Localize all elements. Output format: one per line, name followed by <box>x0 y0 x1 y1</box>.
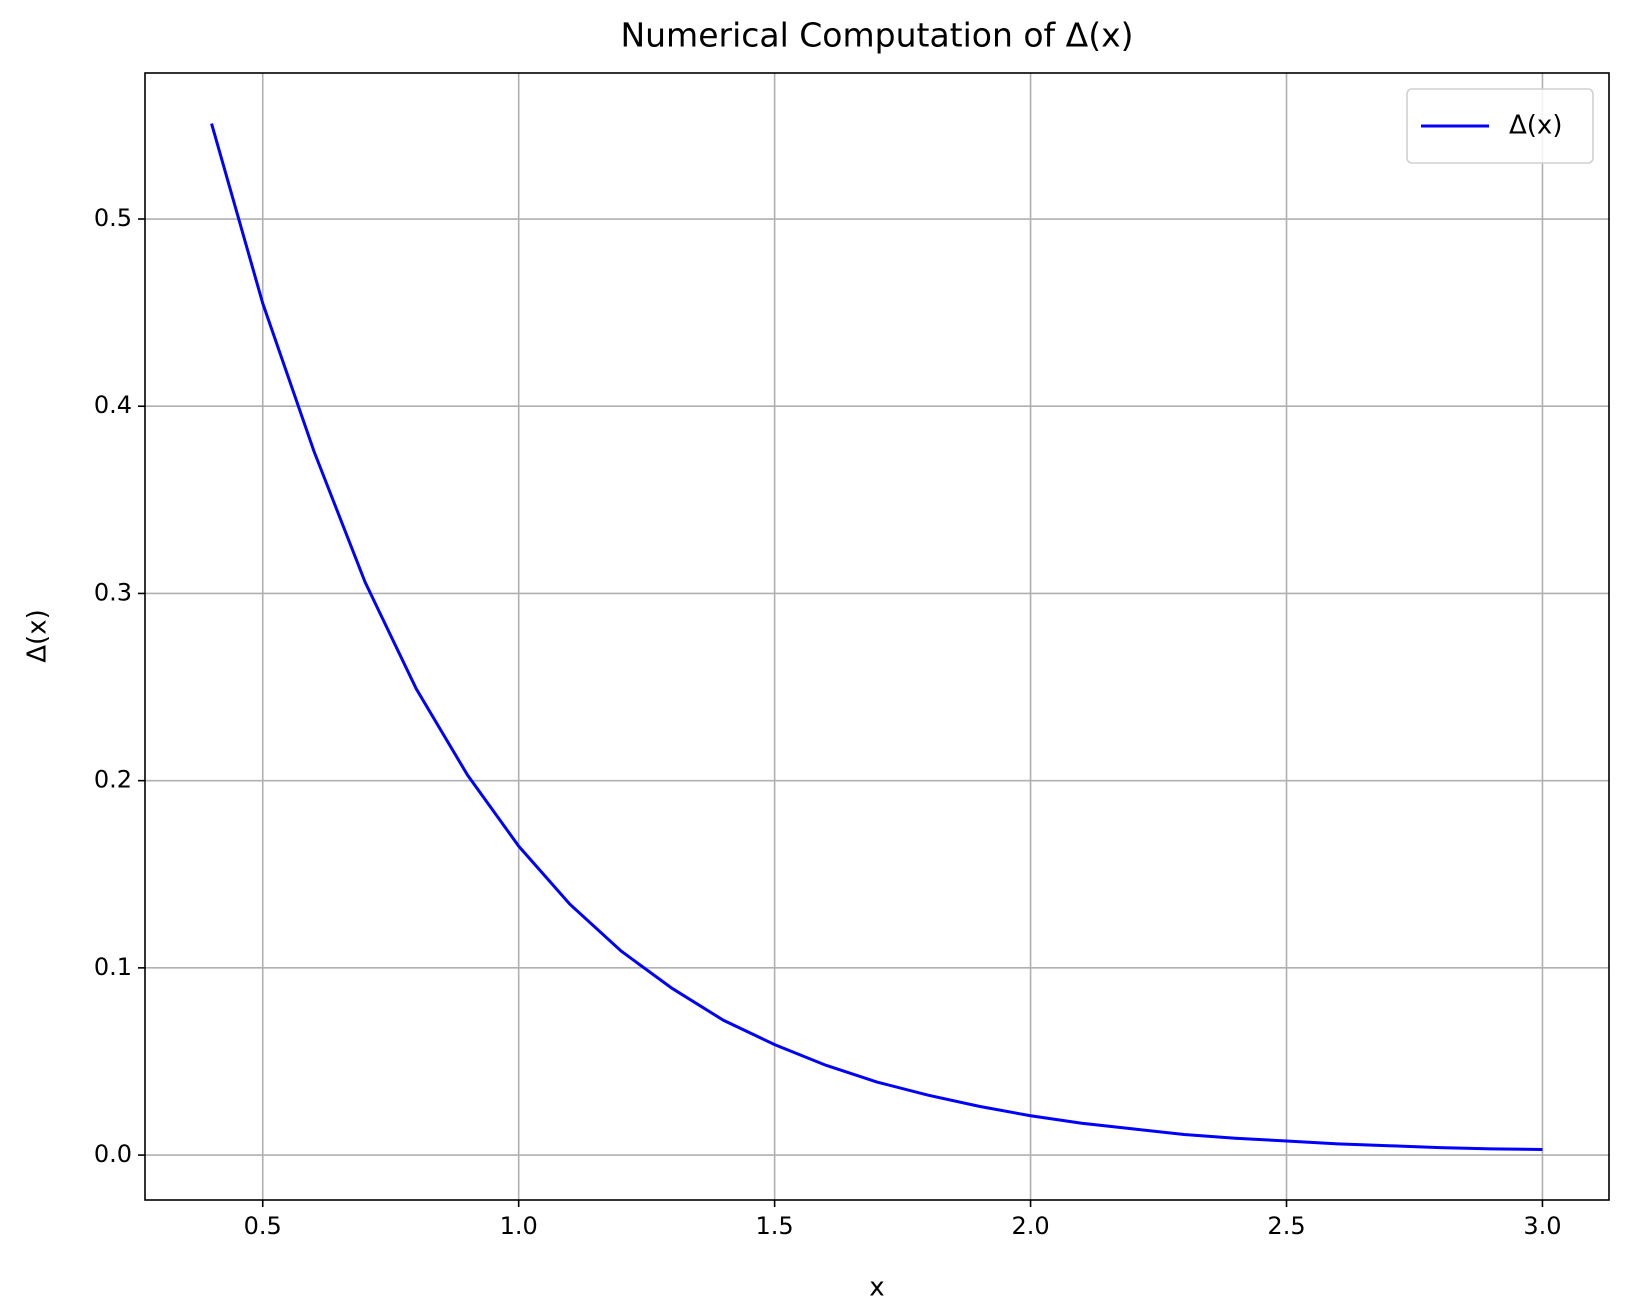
x-tick-label: 2.5 <box>1267 1212 1305 1240</box>
x-tick-label: 3.0 <box>1523 1212 1561 1240</box>
y-axis-label: Δ(x) <box>23 609 53 662</box>
x-tick-label: 1.5 <box>756 1212 794 1240</box>
x-tick-label: 2.0 <box>1011 1212 1049 1240</box>
y-tick-label: 0.5 <box>94 204 132 232</box>
y-tick-label: 0.2 <box>94 766 132 794</box>
data-line <box>210 123 1543 1151</box>
x-tick-label: 1.0 <box>500 1212 538 1240</box>
plot-frame <box>144 72 1610 1201</box>
legend-box <box>1406 88 1594 164</box>
y-tick-label: 0.1 <box>94 953 132 981</box>
x-tick-label: 0.5 <box>244 1212 282 1240</box>
x-axis-label: x <box>869 1273 884 1303</box>
y-tick-label: 0.0 <box>94 1140 132 1168</box>
chart-title: Numerical Computation of Δ(x) <box>620 16 1133 55</box>
y-tick-label: 0.4 <box>94 391 132 419</box>
legend-label: Δ(x) <box>1509 111 1562 141</box>
y-tick-label: 0.3 <box>94 578 132 606</box>
